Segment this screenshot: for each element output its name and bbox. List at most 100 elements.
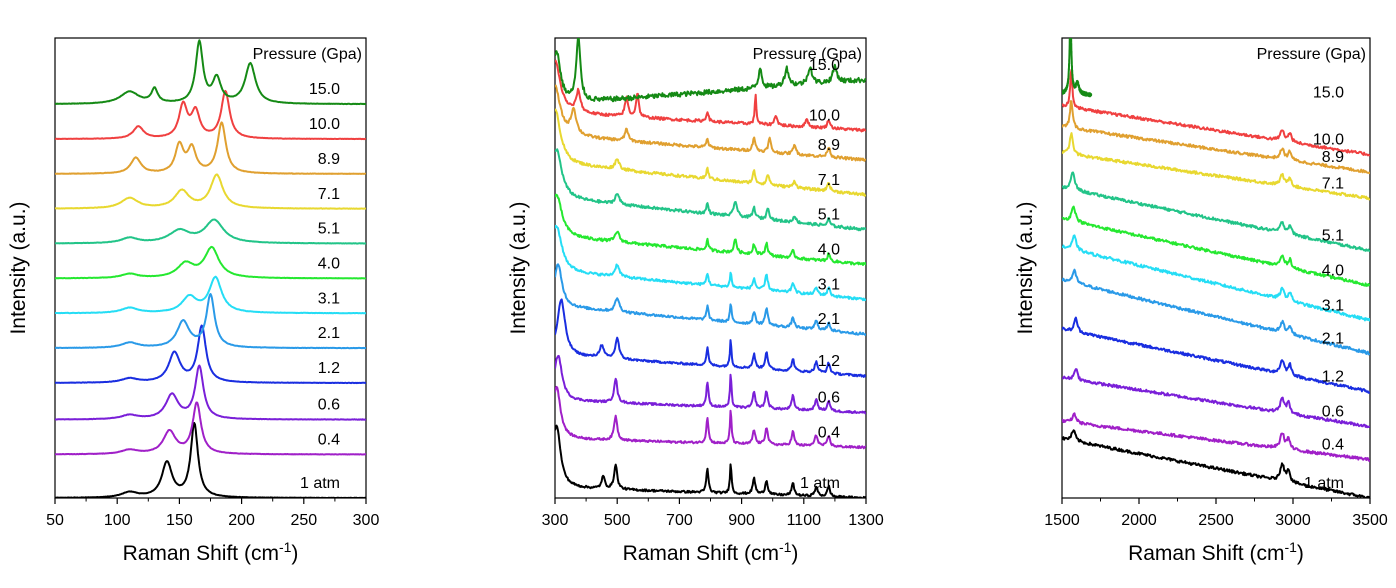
series-line-4-0 [1062, 205, 1370, 287]
legend-title: Pressure (Gpa) [753, 46, 862, 63]
series-line-8-9 [55, 121, 366, 175]
series-line-15-0 [1062, 38, 1093, 98]
series-label: 0.4 [1322, 437, 1344, 454]
series-line-5-1 [55, 218, 366, 245]
series-line-2-1 [555, 263, 866, 336]
series-line-4-0 [55, 245, 366, 280]
x-tick-label: 300 [542, 512, 569, 529]
x-tick-label: 2500 [1198, 512, 1234, 529]
series-label: 4.0 [818, 242, 840, 259]
series-group [55, 39, 366, 498]
series-label: 15.0 [1313, 85, 1344, 102]
y-axis-label: Intensity (a.u.) [1014, 201, 1037, 334]
series-label: 10.0 [1313, 132, 1344, 149]
series-line-1-2 [1062, 316, 1370, 394]
x-tick-label: 700 [666, 512, 693, 529]
series-line-1-2 [55, 324, 366, 385]
chart-panel-1: 50 100 150 200 250 300 Raman Shift (cm-1) Inten… [7, 37, 380, 565]
x-tick-label: 250 [290, 512, 317, 529]
series-line-3-1 [55, 275, 366, 315]
series-label: 1 atm [800, 475, 840, 492]
x-tick-label: 100 [104, 512, 131, 529]
series-label: 2.1 [1322, 330, 1344, 347]
series-label: 1.2 [818, 353, 840, 370]
x-tick-label: 50 [46, 512, 64, 529]
series-line-8-9 [555, 84, 866, 162]
series-group [1062, 38, 1370, 498]
series-label: 8.9 [318, 151, 340, 168]
series-line-3-1 [555, 224, 866, 302]
series-line-0-4 [55, 401, 366, 456]
x-tick-label: 200 [228, 512, 255, 529]
series-label: 15.0 [309, 81, 340, 98]
series-line-10-0 [555, 59, 866, 133]
series-line-5-1 [1062, 171, 1370, 253]
series-label: 10.0 [809, 107, 840, 124]
series-label: 15.0 [809, 57, 840, 74]
series-line-2-1 [55, 293, 366, 350]
x-tick-label: 2000 [1121, 512, 1157, 529]
series-label: 3.1 [818, 276, 840, 293]
series-label: 3.1 [1322, 297, 1344, 314]
series-line-1-atm [55, 422, 366, 498]
x-tick-label: 300 [353, 512, 380, 529]
series-label: 1.2 [318, 360, 340, 377]
series-line-1-atm [555, 424, 866, 498]
chart-panel-2: 300 500 700 900 1100 1300 Raman Shift (cm-1) In… [507, 37, 884, 565]
chart-panel-3: 1500 2000 2500 3000 3500 Raman Shift (cm-1) In… [1014, 37, 1388, 565]
series-line-0-6 [55, 364, 366, 421]
x-tick-label: 1100 [787, 512, 822, 529]
series-line-7-1 [1062, 132, 1370, 201]
series-label: 0.6 [818, 390, 840, 407]
series-line-10-0 [55, 89, 366, 141]
series-line-7-1 [555, 108, 866, 197]
series-line-15-0 [55, 39, 366, 106]
series-label: 7.1 [318, 186, 340, 203]
x-tick-label: 1500 [1044, 512, 1080, 529]
series-label: 2.1 [818, 311, 840, 328]
series-label: 3.1 [318, 290, 340, 307]
x-tick-label: 500 [604, 512, 631, 529]
series-label: 5.1 [1322, 228, 1344, 245]
series-label: 10.0 [309, 116, 340, 133]
series-line-1-2 [555, 298, 866, 378]
series-label: 8.9 [818, 137, 840, 154]
series-line-5-1 [555, 148, 866, 232]
series-line-8-9 [1062, 100, 1370, 175]
series-label: 1.2 [1322, 369, 1344, 386]
series-line-15-0 [555, 38, 866, 103]
series-label: 0.4 [818, 424, 840, 441]
series-label: 7.1 [818, 172, 840, 189]
series-label: 5.1 [318, 221, 340, 238]
series-line-2-1 [1062, 268, 1370, 356]
series-line-0-4 [555, 385, 866, 450]
series-label: 1 atm [1304, 475, 1344, 492]
x-tick-label: 150 [166, 512, 193, 529]
x-axis-label: Raman Shift (cm-1) [1128, 539, 1304, 565]
series-line-0-6 [555, 354, 866, 415]
series-line-0-6 [1062, 368, 1370, 429]
series-label: 0.6 [1322, 404, 1344, 421]
series-line-7-1 [55, 173, 366, 210]
x-axis-label: Raman Shift (cm-1) [623, 539, 799, 565]
series-label: 4.0 [318, 255, 340, 272]
series-label: 8.9 [1322, 149, 1344, 166]
series-line-10-0 [1062, 68, 1370, 157]
series-line-1-atm [1062, 429, 1370, 498]
x-tick-label: 3500 [1352, 512, 1388, 529]
x-axis-label: Raman Shift (cm-1) [123, 539, 299, 565]
series-label: 2.1 [318, 325, 340, 342]
series-label: 5.1 [818, 207, 840, 224]
series-label: 1 atm [300, 475, 340, 492]
x-tick-label: 1300 [848, 512, 884, 529]
series-label: 4.0 [1322, 262, 1344, 279]
x-tick-label: 900 [728, 512, 755, 529]
series-label: 7.1 [1322, 175, 1344, 192]
series-label: 0.6 [318, 397, 340, 414]
legend-title: Pressure (Gpa) [253, 46, 362, 63]
series-group [555, 38, 866, 498]
series-line-4-0 [555, 193, 866, 266]
series-label: 0.4 [318, 431, 340, 448]
